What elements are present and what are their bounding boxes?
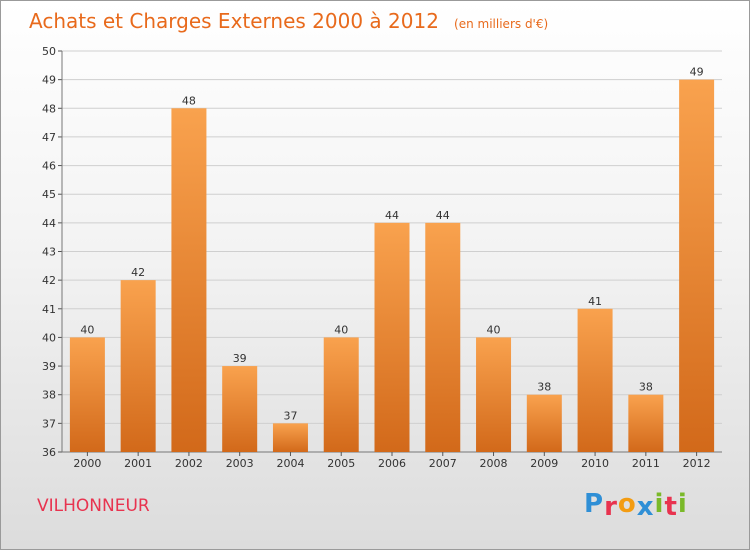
y-tick-label: 36 [42,446,56,459]
bar [526,394,562,452]
y-tick-label: 50 [42,45,56,58]
y-tick-label: 44 [42,217,56,230]
bar-value-label: 44 [436,209,450,222]
x-tick-label: 2010 [581,457,609,470]
logo-letter: r [604,492,618,522]
bar [425,222,461,452]
x-tick-label: 2002 [175,457,203,470]
title-row: Achats et Charges Externes 2000 à 2012 (… [29,9,548,33]
bar-value-label: 38 [639,381,653,394]
labels: 40 42 48 39 37 40 44 44 40 38 41 38 49 [80,66,703,423]
bar-value-label: 38 [537,381,551,394]
bar-value-label: 40 [487,323,501,336]
bar-value-label: 37 [283,409,297,422]
y-tick-label: 46 [42,160,56,173]
bar [374,222,410,452]
y-tick-label: 41 [42,303,56,316]
y-tick-label: 38 [42,389,56,402]
x-tick-label: 2005 [327,457,355,470]
bar-value-label: 40 [80,323,94,336]
bar [69,337,105,452]
y-tick-label: 48 [42,102,56,115]
y-tick-label: 49 [42,74,56,87]
bar [323,337,359,452]
y-tick-label: 43 [42,246,56,259]
bar [120,280,156,452]
logo-letter: o [617,489,637,519]
x-tick-label: 2012 [683,457,711,470]
bar [171,108,207,453]
chart-subtitle: (en milliers d'€) [454,17,549,31]
x-tick-label: 2011 [632,457,660,470]
bar-value-label: 48 [182,94,196,107]
logo-letter: t [664,492,678,522]
bar-value-label: 39 [233,352,247,365]
bar [476,337,512,452]
x-tick-label: 2008 [480,457,508,470]
place-name: VILHONNEUR [37,496,150,516]
bar [272,423,308,452]
bar-chart: 36 37 38 39 40 41 42 43 44 45 46 47 48 49 50 2000 2001 20… [42,45,722,470]
bar [577,308,613,452]
bars [69,79,715,453]
chart-title: Achats et Charges Externes 2000 à 2012 [29,9,439,33]
bar [222,366,258,452]
y-tick-label: 45 [42,188,56,201]
logo-letter: i [677,489,688,519]
bar-value-label: 49 [690,66,704,79]
proxiti-logo[interactable]: Proxiti [584,489,688,522]
x-tick-label: 2007 [429,457,457,470]
y-tick-label: 47 [42,131,56,144]
logo-letter: i [654,489,665,519]
x-tick-label: 2009 [530,457,558,470]
y-tick-label: 42 [42,274,56,287]
y-tick-label: 40 [42,331,56,344]
x-tick-label: 2000 [73,457,101,470]
x-tick-label: 2006 [378,457,406,470]
bar [628,394,664,452]
logo-letter: P [584,489,605,519]
bar-value-label: 40 [334,323,348,336]
bar [679,79,715,453]
y-tick-label: 37 [42,417,56,430]
x-tick-label: 2003 [226,457,254,470]
x-tick-label: 2004 [276,457,304,470]
bar-value-label: 41 [588,295,602,308]
x-tick-label: 2001 [124,457,152,470]
logo-letter: x [636,492,655,522]
bar-value-label: 42 [131,266,145,279]
bar-value-label: 44 [385,209,399,222]
y-tick-label: 39 [42,360,56,373]
